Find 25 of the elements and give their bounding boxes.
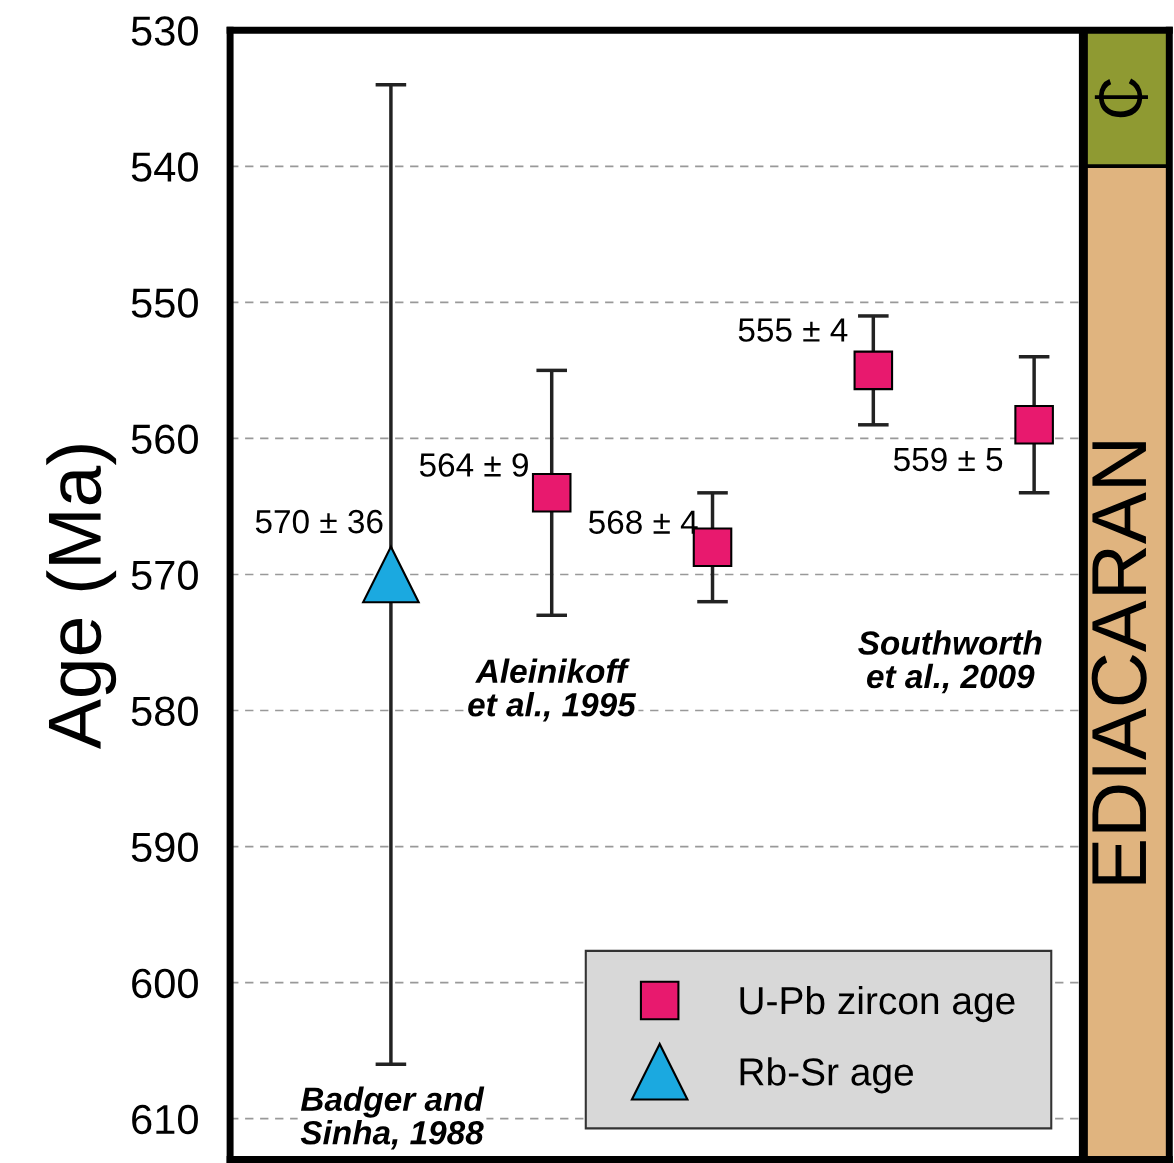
y-tick-label: 610: [132, 1104, 198, 1135]
band-label: ₵: [1094, 78, 1148, 118]
y-axis-title: Age (Ma): [46, 445, 117, 749]
point: [853, 350, 894, 391]
band-label: EDIACARAN: [1091, 442, 1147, 884]
y-tick-label: 560: [131, 424, 198, 454]
y-tick-label: 570: [131, 560, 198, 590]
point: [1014, 405, 1054, 445]
y-tick-label: 530: [131, 16, 198, 46]
data-label: 555 ± 4: [738, 318, 848, 342]
point: [531, 473, 572, 513]
annotation: Badger and Sinha, 1988: [300, 1086, 485, 1150]
y-tick-label: 550: [131, 288, 198, 318]
point: [362, 545, 420, 604]
legend-label: Rb-Sr age: [740, 1057, 913, 1094]
legend-label: U-Pb zircon age: [740, 985, 1015, 1023]
data-label: 570 ± 36: [255, 509, 383, 534]
annotation: Southworth et al., 2009: [858, 630, 1042, 694]
y-tick-label: 540: [131, 152, 198, 182]
y-tick-label: 590: [131, 832, 198, 863]
y-tick-label: 600: [132, 968, 198, 999]
data-label: 559 ± 5: [893, 447, 1003, 472]
data-label: 564 ± 9: [419, 453, 528, 477]
annotation: Aleinikoff et al., 1995: [468, 658, 637, 722]
y-tick-label: 580: [131, 696, 198, 727]
